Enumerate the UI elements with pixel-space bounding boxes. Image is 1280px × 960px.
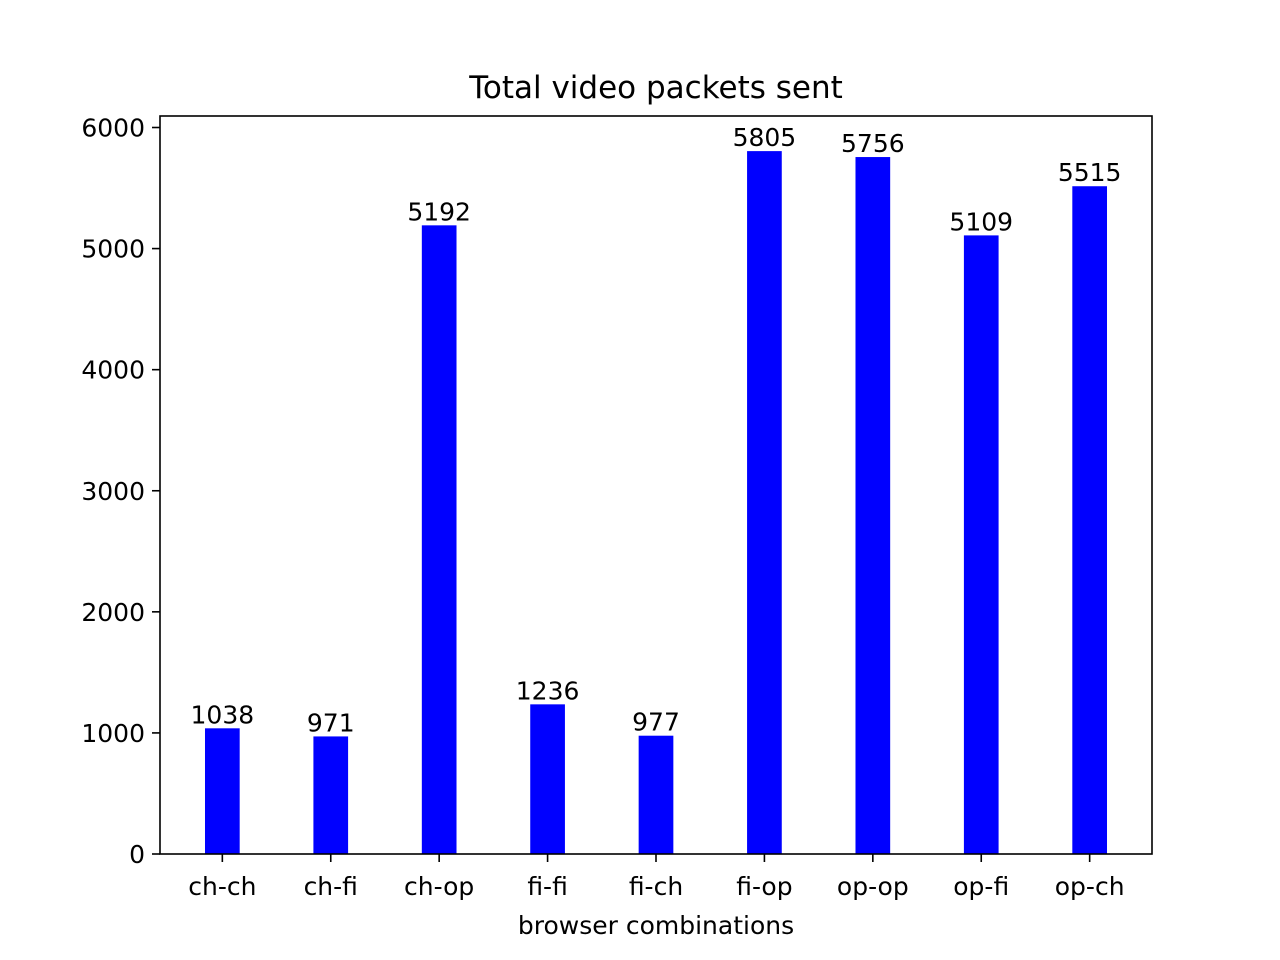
x-axis: ch-ch ch-fi ch-op fi-fi fi-ch fi-op op-op op-fi… xyxy=(188,854,1125,901)
data-label-fi-fi: 1236 xyxy=(516,676,580,705)
x-tick-label-op-op: op-op xyxy=(837,872,909,901)
data-label-ch-op: 5192 xyxy=(407,197,471,226)
bar-op-ch xyxy=(1072,186,1108,855)
x-tick-label-fi-op: fi-op xyxy=(736,872,792,901)
y-tick-label-0: 0 xyxy=(129,840,145,869)
data-label-ch-fi: 971 xyxy=(307,708,355,737)
chart-title: Total video packets sent xyxy=(468,70,843,106)
y-tick-label-2000: 2000 xyxy=(81,598,145,627)
y-tick-label-4000: 4000 xyxy=(81,356,145,385)
y-tick-label-5000: 5000 xyxy=(81,235,145,264)
y-tick-label-6000: 6000 xyxy=(81,114,145,143)
x-tick-label-op-fi: op-fi xyxy=(953,872,1009,901)
x-tick-label-ch-op: ch-op xyxy=(404,872,474,901)
data-label-op-fi: 5109 xyxy=(949,207,1013,236)
data-labels-group: 1038 971 5192 1236 977 5805 5756 5109 5515 xyxy=(191,123,1122,737)
y-tick-label-1000: 1000 xyxy=(81,719,145,748)
x-tick-label-op-ch: op-ch xyxy=(1055,872,1125,901)
bar-op-op xyxy=(855,157,891,854)
bar-op-fi xyxy=(963,235,999,854)
y-axis: 0 1000 2000 3000 4000 5000 6000 xyxy=(81,114,160,869)
bar-ch-ch xyxy=(204,728,240,854)
x-tick-label-ch-fi: ch-fi xyxy=(304,872,358,901)
x-axis-label: browser combinations xyxy=(518,911,794,940)
data-label-op-ch: 5515 xyxy=(1058,158,1122,187)
bar-fi-ch xyxy=(638,735,674,854)
data-label-ch-ch: 1038 xyxy=(191,700,255,729)
bar-fi-op xyxy=(747,151,782,855)
data-label-fi-ch: 977 xyxy=(632,708,680,737)
bar-ch-fi xyxy=(313,736,349,854)
bars-group xyxy=(204,151,1108,855)
bar-fi-fi xyxy=(530,704,565,854)
x-tick-label-ch-ch: ch-ch xyxy=(188,872,256,901)
data-label-fi-op: 5805 xyxy=(733,123,797,152)
x-tick-label-fi-ch: fi-ch xyxy=(629,872,683,901)
x-tick-label-fi-fi: fi-fi xyxy=(527,872,568,901)
bar-ch-op xyxy=(421,225,457,854)
data-label-op-op: 5756 xyxy=(841,129,905,158)
y-tick-label-3000: 3000 xyxy=(81,477,145,506)
